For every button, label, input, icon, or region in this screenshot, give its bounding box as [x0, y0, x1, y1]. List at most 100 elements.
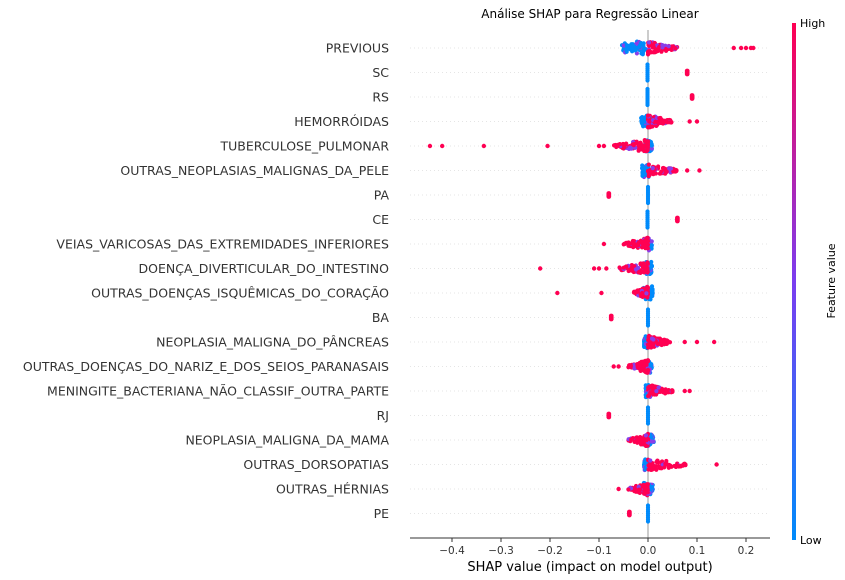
- shap-point: [638, 439, 643, 444]
- shap-point: [645, 367, 650, 373]
- shap-point: [596, 143, 602, 149]
- shap-point: [682, 339, 687, 345]
- x-axis-title: SHAP value (impact on model output): [467, 560, 712, 575]
- feature-row-points: [606, 184, 651, 206]
- shap-point: [636, 141, 641, 147]
- shap-point: [626, 242, 632, 247]
- shap-point: [687, 119, 692, 124]
- shap-point: [684, 71, 690, 77]
- shap-point: [651, 172, 656, 177]
- x-tick-label: −0.4: [439, 545, 465, 557]
- shap-point: [645, 285, 650, 290]
- shap-point: [591, 266, 597, 271]
- feature-row-points: [645, 209, 680, 230]
- shap-point: [599, 290, 604, 296]
- feature-label: MENINGITE_BACTERIANA_NÃO_CLASSIF_OUTRA_P…: [47, 384, 389, 399]
- shap-point: [606, 414, 612, 420]
- shap-point: [601, 241, 607, 247]
- feature-label: TUBERCULOSE_PULMONAR: [220, 139, 390, 154]
- feature-row-points: [626, 503, 651, 524]
- shap-point: [654, 467, 659, 472]
- shap-point: [635, 365, 640, 370]
- shap-point: [645, 421, 651, 426]
- shap-point: [639, 359, 644, 364]
- feature-label: OUTRAS_NEOPLASIAS_MALIGNAS_DA_PELE: [120, 163, 389, 178]
- shap-point: [654, 392, 659, 397]
- shap-point: [738, 45, 744, 51]
- feature-row-points: [619, 39, 756, 57]
- shap-point: [640, 121, 645, 126]
- shap-point: [650, 166, 655, 171]
- shap-point: [631, 44, 637, 49]
- shap-point: [636, 487, 642, 492]
- shap-point: [657, 171, 662, 176]
- shap-point: [714, 462, 719, 467]
- shap-point: [645, 519, 651, 524]
- shap-point: [645, 113, 651, 118]
- shap-point: [662, 342, 667, 347]
- shap-point: [640, 293, 645, 299]
- shap-point: [626, 487, 631, 492]
- shap-point: [666, 44, 671, 49]
- shap-point: [685, 168, 690, 173]
- shap-point: [646, 40, 652, 45]
- shap-point: [616, 486, 621, 492]
- shap-point: [481, 143, 487, 149]
- shap-point: [616, 364, 621, 369]
- feature-row-points: [616, 480, 655, 498]
- shap-point: [647, 119, 652, 124]
- shap-point: [663, 387, 668, 392]
- feature-row-points: [427, 137, 654, 154]
- shap-point: [555, 290, 560, 296]
- shap-point: [626, 512, 632, 518]
- shap-point: [649, 284, 655, 289]
- shap-point: [731, 45, 736, 51]
- shap-point: [649, 243, 654, 248]
- colorbar-title: Feature value: [825, 243, 838, 318]
- shap-point: [631, 242, 636, 247]
- shap-point: [427, 143, 433, 149]
- feature-label: SC: [372, 65, 389, 80]
- shap-point: [640, 290, 645, 296]
- shap-point: [642, 168, 647, 173]
- points-layer: [427, 39, 756, 524]
- shap-point: [644, 291, 649, 296]
- feature-label: VEIAS_VARICOSAS_DAS_EXTREMIDADES_INFERIO…: [56, 237, 389, 252]
- shap-point: [645, 52, 651, 57]
- feature-label: PE: [374, 506, 390, 521]
- feature-row-points: [606, 405, 651, 426]
- shap-point: [675, 218, 680, 224]
- shap-point: [659, 49, 664, 54]
- feature-label: RS: [372, 90, 389, 105]
- shap-point: [670, 388, 675, 393]
- shap-point: [655, 341, 660, 347]
- shap-point: [624, 43, 629, 48]
- shap-point: [645, 238, 650, 244]
- shap-point: [683, 463, 688, 468]
- shap-point: [606, 194, 612, 199]
- colorbar-high-label: High: [800, 17, 825, 30]
- shap-point: [601, 143, 607, 149]
- shap-point: [673, 46, 678, 51]
- shap-point: [642, 491, 647, 496]
- shap-point: [645, 225, 650, 230]
- shap-point: [664, 338, 669, 343]
- shap-point: [666, 465, 671, 470]
- shap-point: [694, 339, 700, 345]
- feature-label: PREVIOUS: [326, 41, 389, 56]
- shap-point: [629, 437, 634, 442]
- shap-point: [639, 51, 644, 56]
- shap-point: [611, 143, 617, 148]
- shap-point: [629, 265, 635, 270]
- shap-point: [611, 364, 616, 369]
- feature-row-points: [608, 307, 651, 328]
- shap-point: [656, 464, 661, 469]
- shap-point: [711, 339, 717, 345]
- shap-point: [649, 50, 654, 55]
- shap-point: [638, 261, 643, 266]
- shap-point: [650, 124, 655, 129]
- shap-point: [640, 269, 645, 274]
- shap-point: [646, 174, 651, 179]
- shap-point: [644, 438, 649, 443]
- feature-label: OUTRAS_DORSOPATIAS: [243, 457, 389, 472]
